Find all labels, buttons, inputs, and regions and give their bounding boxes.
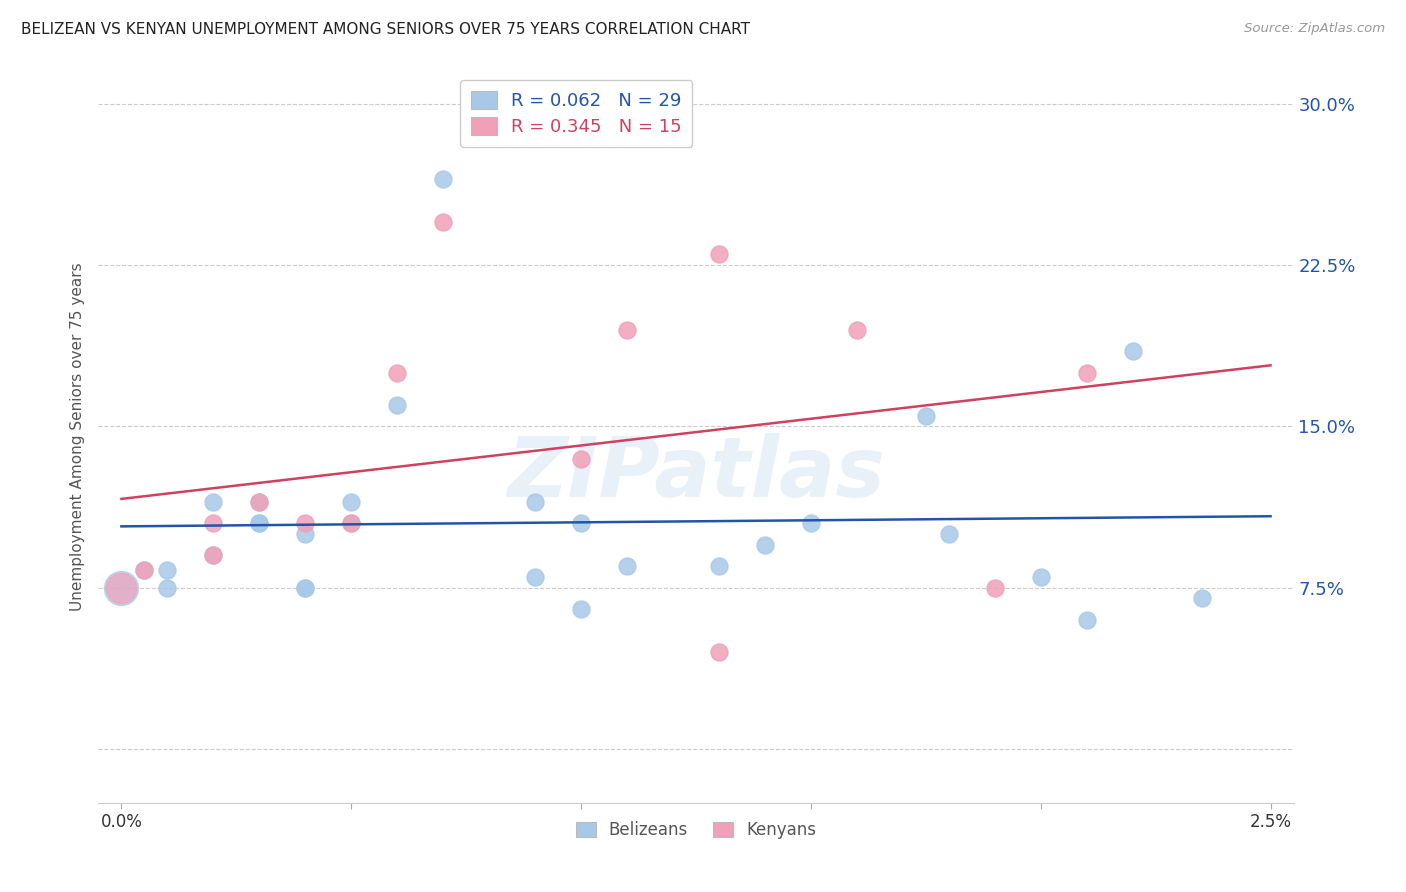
Point [134, 564, 156, 578]
Point [524, 570, 547, 584]
Point [202, 494, 225, 508]
Point [569, 602, 592, 616]
Point [110, 581, 132, 595]
Point [247, 494, 270, 508]
Point [1076, 613, 1098, 627]
Point [432, 215, 454, 229]
Point [1122, 344, 1144, 359]
Text: ZIPatlas: ZIPatlas [508, 434, 884, 514]
Point [1076, 366, 1098, 380]
Point [247, 516, 270, 530]
Text: BELIZEAN VS KENYAN UNEMPLOYMENT AMONG SENIORS OVER 75 YEARS CORRELATION CHART: BELIZEAN VS KENYAN UNEMPLOYMENT AMONG SE… [21, 22, 749, 37]
Point [1191, 591, 1213, 606]
Point [202, 516, 225, 530]
Point [156, 581, 179, 595]
Point [938, 527, 960, 541]
Point [914, 409, 936, 423]
Point [247, 516, 270, 530]
Point [156, 564, 179, 578]
Point [569, 451, 592, 466]
Point [340, 494, 363, 508]
Point [707, 559, 730, 574]
Point [385, 398, 409, 412]
Point [294, 581, 316, 595]
Point [110, 581, 132, 595]
Point [202, 549, 225, 563]
Legend: Belizeans, Kenyans: Belizeans, Kenyans [569, 814, 823, 846]
Y-axis label: Unemployment Among Seniors over 75 years: Unemployment Among Seniors over 75 years [69, 263, 84, 611]
Point [754, 538, 776, 552]
Point [385, 366, 409, 380]
Point [340, 516, 363, 530]
Point [845, 322, 868, 336]
Point [294, 516, 316, 530]
Point [294, 581, 316, 595]
Point [984, 581, 1007, 595]
Point [707, 645, 730, 659]
Point [616, 322, 638, 336]
Point [202, 549, 225, 563]
Point [340, 516, 363, 530]
Point [294, 527, 316, 541]
Point [247, 494, 270, 508]
Point [134, 564, 156, 578]
Point [616, 559, 638, 574]
Point [707, 247, 730, 261]
Point [432, 172, 454, 186]
Point [800, 516, 823, 530]
Text: Source: ZipAtlas.com: Source: ZipAtlas.com [1244, 22, 1385, 36]
Point [1029, 570, 1052, 584]
Point [569, 516, 592, 530]
Point [524, 494, 547, 508]
